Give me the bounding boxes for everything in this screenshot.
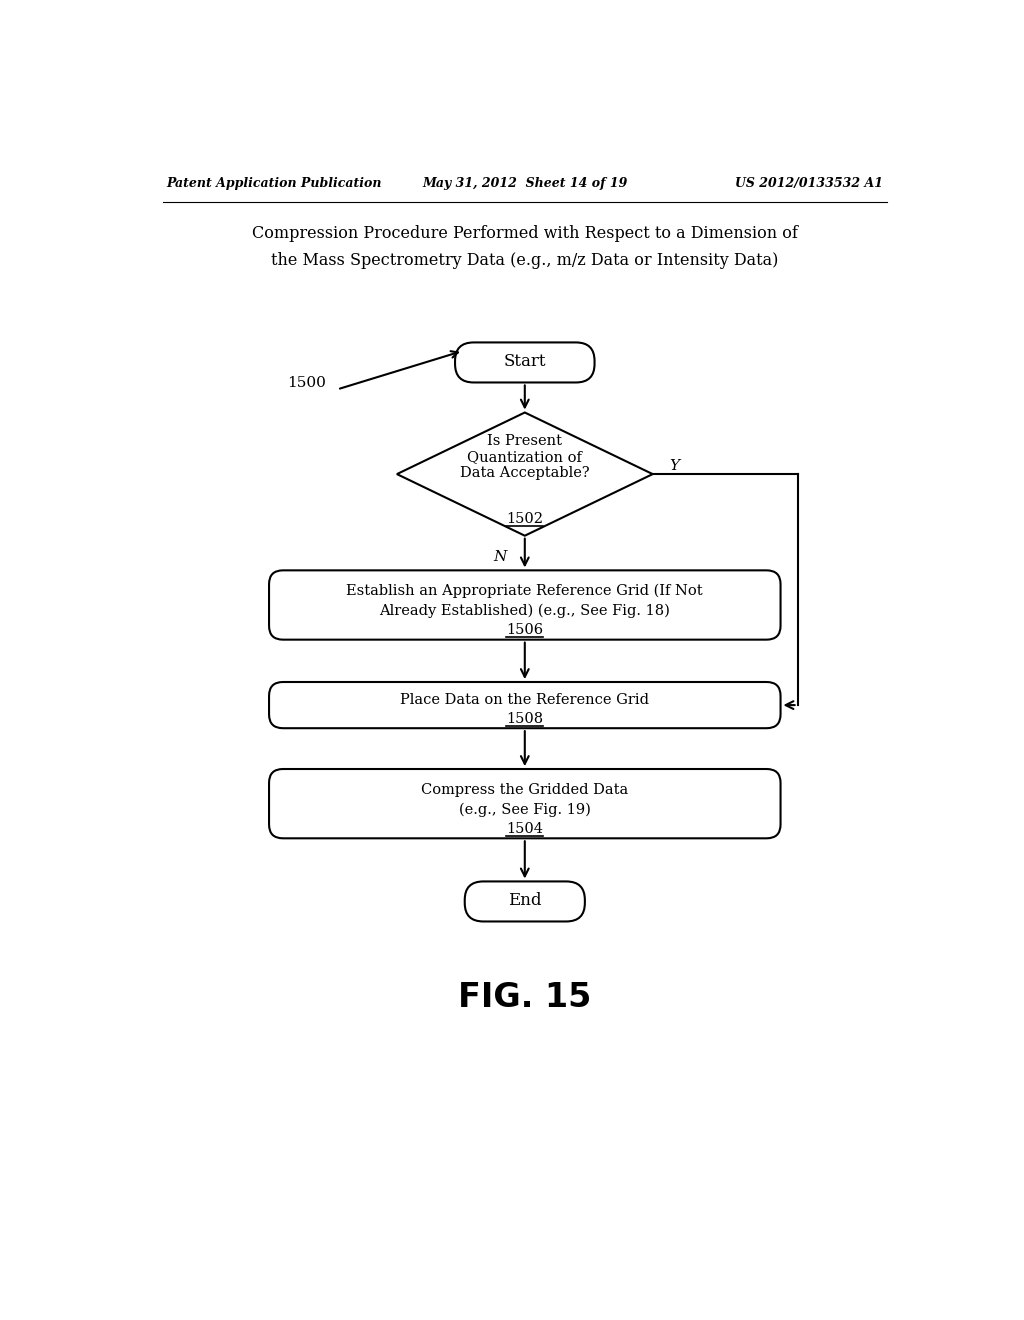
Text: Y: Y <box>670 459 680 474</box>
Text: Compress the Gridded Data: Compress the Gridded Data <box>421 783 629 797</box>
FancyBboxPatch shape <box>269 570 780 640</box>
Text: (e.g., See Fig. 19): (e.g., See Fig. 19) <box>459 803 591 817</box>
Polygon shape <box>397 413 652 536</box>
Text: Establish an Appropriate Reference Grid (If Not: Establish an Appropriate Reference Grid … <box>346 583 703 598</box>
Text: US 2012/0133532 A1: US 2012/0133532 A1 <box>735 177 883 190</box>
FancyBboxPatch shape <box>465 882 585 921</box>
Text: Start: Start <box>504 354 546 370</box>
Text: Place Data on the Reference Grid: Place Data on the Reference Grid <box>400 693 649 706</box>
Text: Already Established) (e.g., See Fig. 18): Already Established) (e.g., See Fig. 18) <box>379 605 671 618</box>
Text: N: N <box>494 550 507 564</box>
Text: May 31, 2012  Sheet 14 of 19: May 31, 2012 Sheet 14 of 19 <box>422 177 628 190</box>
FancyBboxPatch shape <box>455 342 595 383</box>
Text: 1506: 1506 <box>506 623 544 638</box>
Text: 1504: 1504 <box>506 822 544 836</box>
Text: FIG. 15: FIG. 15 <box>458 981 592 1014</box>
Text: Patent Application Publication: Patent Application Publication <box>167 177 382 190</box>
FancyBboxPatch shape <box>269 682 780 729</box>
FancyBboxPatch shape <box>269 770 780 838</box>
Text: 1508: 1508 <box>506 711 544 726</box>
Text: 1502: 1502 <box>506 512 544 525</box>
Text: End: End <box>508 892 542 909</box>
Text: 1500: 1500 <box>287 376 326 391</box>
Text: Compression Procedure Performed with Respect to a Dimension of: Compression Procedure Performed with Res… <box>252 226 798 243</box>
Text: Is Present
Quantization of
Data Acceptable?: Is Present Quantization of Data Acceptab… <box>460 434 590 480</box>
Text: the Mass Spectrometry Data (e.g., m/z Data or Intensity Data): the Mass Spectrometry Data (e.g., m/z Da… <box>271 252 778 268</box>
